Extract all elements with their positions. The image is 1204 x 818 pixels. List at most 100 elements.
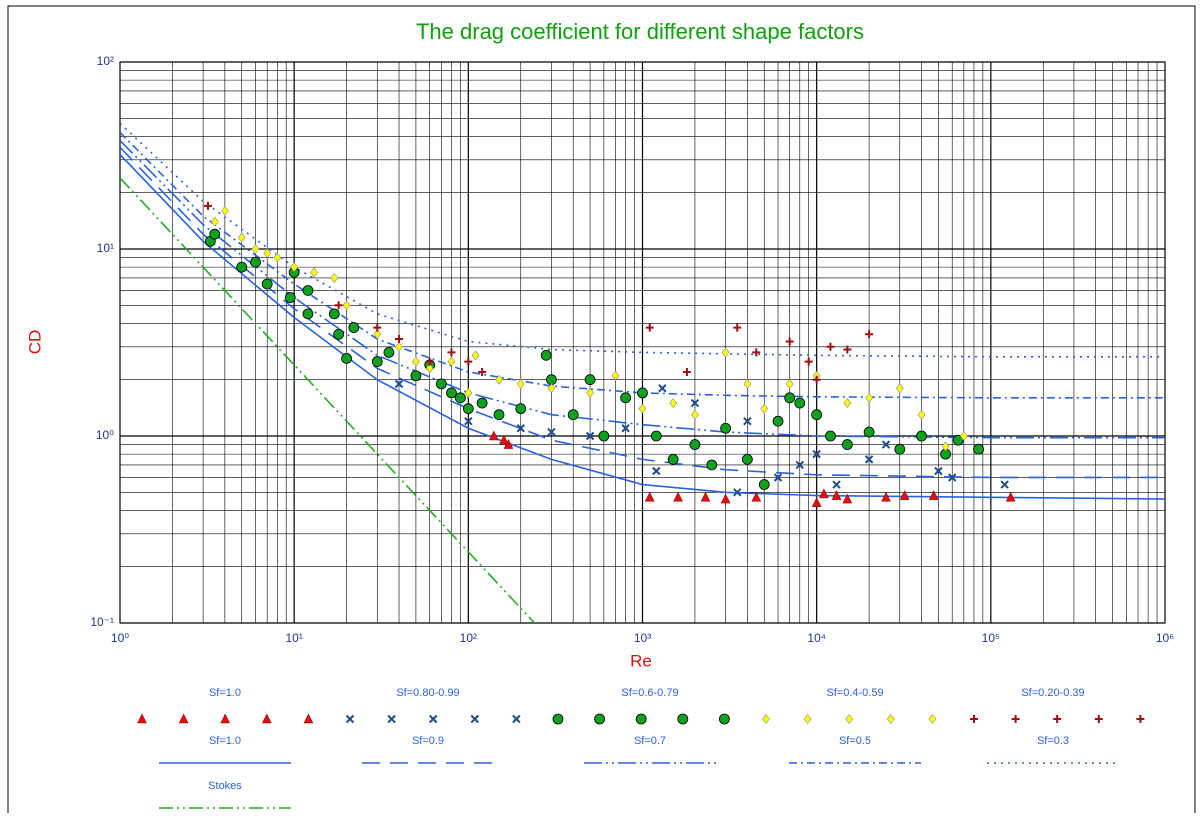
- point: [464, 357, 473, 366]
- point: [895, 383, 904, 394]
- legend-marker: [803, 714, 812, 724]
- point: [658, 384, 667, 393]
- point: [804, 357, 813, 366]
- point: [547, 427, 556, 437]
- point: [546, 374, 557, 386]
- point: [773, 473, 783, 482]
- legend-marker: [886, 714, 895, 724]
- point: [333, 328, 345, 340]
- point: [284, 292, 296, 303]
- legend-marker: [220, 713, 231, 724]
- y-axis-label: CD: [25, 330, 44, 355]
- point: [395, 341, 403, 352]
- point: [454, 392, 466, 404]
- point: [348, 322, 360, 333]
- point: [941, 441, 950, 452]
- point: [650, 430, 662, 442]
- point: [843, 398, 852, 409]
- curve: [120, 177, 536, 623]
- legend-marker: [512, 714, 521, 724]
- point: [743, 416, 752, 426]
- legend-label: Stokes: [208, 780, 242, 792]
- point: [785, 378, 794, 389]
- legend-marker: [928, 714, 937, 724]
- legend-marker: [137, 713, 147, 724]
- point: [435, 378, 447, 390]
- point: [794, 397, 806, 409]
- point: [669, 398, 678, 409]
- point: [733, 488, 742, 497]
- point: [811, 409, 823, 421]
- point: [832, 480, 841, 489]
- x-tick-label: 10⁰: [111, 631, 129, 645]
- point: [863, 426, 875, 438]
- point: [894, 443, 906, 455]
- legend-marker: [178, 713, 189, 724]
- point: [928, 490, 939, 500]
- point: [689, 439, 701, 450]
- point: [412, 356, 420, 367]
- frame: [7, 5, 1196, 818]
- legend-label: Sf=0.5: [839, 735, 871, 747]
- y-tick-label: 10⁻¹: [90, 615, 114, 629]
- curve: [120, 140, 1165, 439]
- point: [383, 346, 395, 358]
- point: [410, 370, 422, 382]
- point: [250, 256, 261, 268]
- point: [547, 383, 556, 394]
- point: [446, 387, 457, 399]
- y-tick-label: 10⁰: [96, 428, 114, 442]
- point: [342, 300, 351, 311]
- legend-marker: [345, 714, 355, 724]
- x-tick-label: 10⁵: [982, 631, 1000, 645]
- point: [831, 490, 842, 500]
- legend-label: Sf=0.3: [1037, 735, 1069, 747]
- legend-label: Sf=0.4-0.59: [826, 687, 883, 699]
- point: [784, 392, 796, 404]
- point: [917, 409, 926, 420]
- legend-marker: [552, 713, 564, 725]
- point: [302, 308, 314, 320]
- point: [373, 323, 382, 332]
- point: [447, 356, 456, 367]
- point: [690, 398, 700, 408]
- legend-marker: [428, 714, 438, 724]
- point: [959, 431, 968, 441]
- point: [638, 403, 647, 414]
- legend-marker: [970, 715, 978, 723]
- point: [785, 337, 794, 346]
- point: [644, 491, 655, 502]
- point: [621, 424, 630, 433]
- point: [864, 455, 874, 464]
- point: [795, 460, 804, 470]
- point: [652, 466, 661, 476]
- point: [721, 347, 730, 358]
- x-tick-label: 10¹: [285, 631, 302, 645]
- point: [395, 335, 404, 344]
- legend-marker: [387, 714, 396, 724]
- point: [516, 424, 525, 433]
- point: [682, 367, 691, 376]
- point: [881, 440, 891, 449]
- legend-marker: [719, 713, 730, 725]
- point: [585, 431, 595, 441]
- legend-label: Sf=1.0: [209, 735, 241, 747]
- point: [476, 397, 488, 409]
- legend-marker: [594, 713, 605, 725]
- point: [493, 409, 505, 421]
- point: [515, 403, 527, 415]
- point: [743, 378, 752, 389]
- legend-label: Sf=0.6-0.79: [621, 687, 678, 699]
- point: [584, 374, 596, 386]
- legend-label: Sf=0.80-0.99: [396, 687, 459, 699]
- point: [1005, 491, 1016, 502]
- point: [899, 490, 910, 500]
- point: [394, 379, 404, 389]
- legend-marker: [261, 713, 272, 724]
- point: [865, 330, 874, 339]
- point: [330, 272, 339, 283]
- point: [772, 415, 784, 427]
- point: [334, 301, 343, 310]
- point: [261, 278, 273, 290]
- point: [645, 323, 654, 332]
